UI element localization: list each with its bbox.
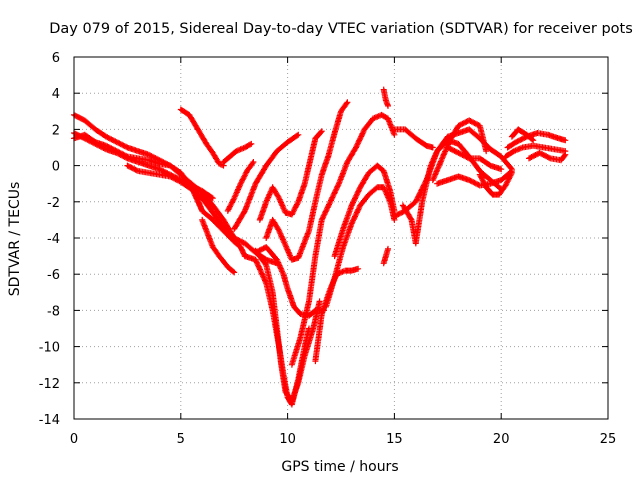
data-markers xyxy=(476,169,515,198)
y-axis-label: SDTVAR / TECUs xyxy=(7,182,23,297)
series-track-i xyxy=(224,159,257,214)
data-markers xyxy=(224,159,257,214)
data-series xyxy=(71,86,569,408)
data-markers xyxy=(380,86,391,109)
series-track-m xyxy=(252,244,327,319)
series-track-c xyxy=(71,131,238,241)
grid-lines xyxy=(74,57,608,419)
data-markers xyxy=(502,142,569,160)
y-tick-label: -14 xyxy=(39,413,60,428)
x-tick-label: 5 xyxy=(177,432,185,447)
x-tick-label: 20 xyxy=(493,432,510,447)
data-markers xyxy=(220,140,255,165)
data-markers xyxy=(312,265,362,365)
series-track-p xyxy=(288,111,398,368)
series-track-l xyxy=(241,253,312,408)
chart-title: Day 079 of 2015, Sidereal Day-to-day VTE… xyxy=(49,21,633,37)
series-track-ff xyxy=(508,126,537,144)
y-tick-label: -8 xyxy=(47,304,60,319)
axis-ticks: 0 5 10 15 20 25 -14 -12 -10 -8 -6 -4 -2 0 2 4 6 xyxy=(39,51,617,447)
data-markers xyxy=(434,168,515,189)
series-track-q xyxy=(312,265,362,365)
series-track-cc xyxy=(502,142,569,160)
data-markers xyxy=(241,253,312,408)
y-tick-label: 4 xyxy=(52,87,60,102)
series-track-t xyxy=(380,86,391,109)
series-track-bb xyxy=(476,169,515,198)
series-track-n xyxy=(256,128,325,223)
x-tick-label: 10 xyxy=(279,432,296,447)
data-markers xyxy=(231,131,302,232)
data-markers xyxy=(263,99,351,263)
series-track-aa xyxy=(444,144,505,173)
series-track-ee xyxy=(526,149,569,164)
y-tick-label: -4 xyxy=(47,232,60,247)
series-track-s xyxy=(331,162,398,260)
data-markers xyxy=(188,180,248,260)
series-track-u xyxy=(380,245,391,267)
series-track-f xyxy=(188,180,248,260)
data-markers xyxy=(504,130,569,151)
data-markers xyxy=(256,128,325,223)
data-markers xyxy=(252,244,327,319)
series-track-w xyxy=(391,126,436,151)
y-tick-label: 0 xyxy=(52,160,60,175)
series-track-g xyxy=(199,216,238,276)
data-markers xyxy=(526,149,569,164)
series-track-o xyxy=(263,99,351,263)
data-markers xyxy=(391,126,436,151)
y-tick-label: 2 xyxy=(52,123,60,138)
data-markers xyxy=(288,111,398,368)
series-track-e xyxy=(177,106,227,169)
y-tick-label: -2 xyxy=(47,196,60,211)
data-markers xyxy=(323,184,398,310)
data-markers xyxy=(444,144,505,173)
series-track-j xyxy=(231,131,302,232)
data-markers xyxy=(199,216,238,276)
data-markers xyxy=(508,126,537,144)
x-axis-label: GPS time / hours xyxy=(281,459,398,475)
series-track-z xyxy=(434,168,515,189)
y-tick-label: -6 xyxy=(47,268,60,283)
y-tick-label: -10 xyxy=(39,341,60,356)
x-tick-label: 15 xyxy=(386,432,403,447)
data-markers xyxy=(71,131,238,241)
y-tick-label: -12 xyxy=(39,377,60,392)
series-track-r xyxy=(323,184,398,310)
x-tick-label: 0 xyxy=(70,432,78,447)
x-tick-label: 25 xyxy=(600,432,617,447)
data-markers xyxy=(380,245,391,267)
data-markers xyxy=(331,162,398,260)
y-tick-label: 6 xyxy=(52,51,60,66)
series-track-dd xyxy=(504,130,569,151)
data-markers xyxy=(177,106,227,169)
series-track-h xyxy=(220,140,255,165)
